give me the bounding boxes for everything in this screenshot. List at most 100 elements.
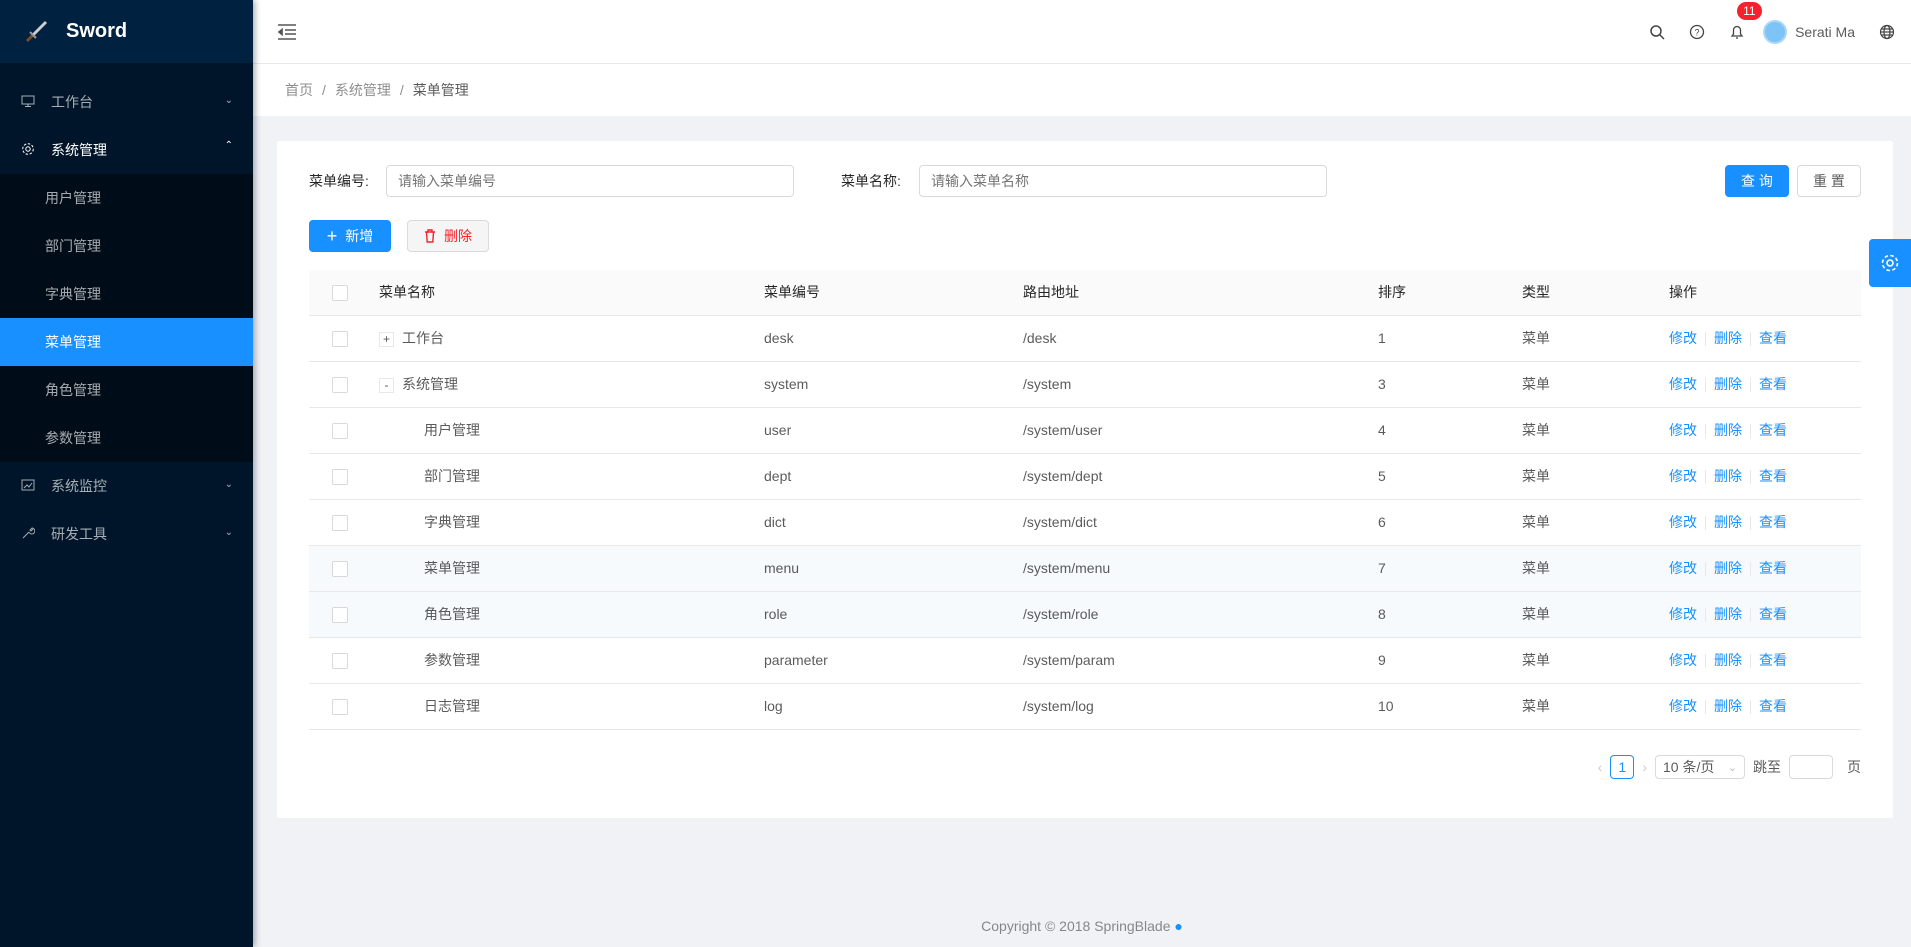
system-submenu: 用户管理 部门管理 字典管理 菜单管理 角色管理 参数管理	[0, 174, 253, 462]
top-header: ? 11 Serati Ma	[253, 0, 1911, 63]
sidebar-item-roles[interactable]: 角色管理	[45, 382, 101, 398]
sidebar-item-workbench[interactable]: 工作台 ⌄	[0, 78, 253, 126]
prev-page-icon[interactable]: ‹	[1597, 759, 1603, 775]
menu-name-input[interactable]	[919, 165, 1327, 197]
divider	[1750, 516, 1751, 531]
col-route[interactable]: 路由地址	[1023, 270, 1378, 316]
edit-link[interactable]: 修改	[1669, 422, 1697, 438]
row-checkbox[interactable]	[332, 652, 348, 669]
bell-icon[interactable]: 11	[1717, 1, 1762, 40]
view-link[interactable]: 查看	[1759, 422, 1787, 438]
menu-name: 角色管理	[424, 606, 480, 622]
row-checkbox[interactable]	[332, 560, 348, 577]
col-sort[interactable]: 排序	[1378, 270, 1522, 316]
edit-link[interactable]: 修改	[1669, 514, 1697, 530]
sidebar-item-parameters[interactable]: 参数管理	[45, 430, 101, 446]
sidebar-item-departments[interactable]: 部门管理	[45, 238, 101, 254]
copyright-owner: 2018 SpringBlade	[1059, 918, 1171, 934]
view-link[interactable]: 查看	[1759, 606, 1787, 622]
sidebar-item-monitor[interactable]: 系统监控 ⌄	[0, 462, 253, 510]
chevron-up-icon: ⌃	[224, 140, 233, 151]
col-menu-code[interactable]: 菜单编号	[764, 270, 1023, 316]
menu-type: 菜单	[1522, 361, 1669, 408]
delete-button[interactable]: 删除	[407, 220, 489, 252]
reset-button[interactable]: 重 置	[1797, 165, 1861, 197]
view-link[interactable]: 查看	[1759, 652, 1787, 668]
sidebar-item-system[interactable]: 系统管理 ⌃	[0, 126, 253, 174]
chevron-down-icon: ⌄	[224, 95, 233, 106]
page-1[interactable]: 1	[1610, 755, 1635, 779]
menu-type: 菜单	[1522, 315, 1669, 362]
user-menu[interactable]: Serati Ma	[1763, 19, 1855, 44]
view-link[interactable]: 查看	[1759, 376, 1787, 392]
col-type[interactable]: 类型	[1522, 270, 1669, 316]
view-link[interactable]: 查看	[1759, 468, 1787, 484]
jump-input[interactable]	[1789, 755, 1833, 779]
sword-icon	[25, 20, 48, 42]
edit-link[interactable]: 修改	[1669, 560, 1697, 576]
edit-link[interactable]: 修改	[1669, 468, 1697, 484]
delete-link[interactable]: 删除	[1714, 422, 1742, 438]
sidebar-item-menus[interactable]: 菜单管理	[0, 318, 253, 366]
row-checkbox[interactable]	[332, 330, 348, 347]
breadcrumb-system[interactable]: 系统管理	[334, 82, 391, 98]
trash-icon	[424, 229, 436, 243]
table-row: 菜单管理 menu /system/menu 7 菜单 修改 删除 查看	[309, 545, 1861, 592]
sidebar-item-users[interactable]: 用户管理	[45, 190, 101, 206]
edit-link[interactable]: 修改	[1669, 376, 1697, 392]
edit-link[interactable]: 修改	[1669, 330, 1697, 346]
table-row: 字典管理 dict /system/dict 6 菜单 修改 删除 查看	[309, 499, 1861, 546]
row-checkbox[interactable]	[332, 698, 348, 715]
delete-link[interactable]: 删除	[1714, 330, 1742, 346]
menu-code-input[interactable]	[386, 165, 794, 197]
sidebar-item-dictionary[interactable]: 字典管理	[45, 286, 101, 302]
delete-link[interactable]: 删除	[1714, 376, 1742, 392]
divider	[1705, 516, 1706, 531]
row-checkbox[interactable]	[332, 468, 348, 485]
delete-link[interactable]: 删除	[1714, 468, 1742, 484]
row-checkbox[interactable]	[332, 376, 348, 393]
delete-link[interactable]: 删除	[1714, 606, 1742, 622]
route-path: /system/user	[1023, 407, 1378, 454]
col-menu-name[interactable]: 菜单名称	[379, 270, 764, 316]
help-icon[interactable]: ?	[1677, 24, 1717, 40]
settings-drawer-button[interactable]	[1869, 239, 1911, 287]
footer: Copyright © 2018 SpringBlade ●	[253, 918, 1911, 934]
globe-icon[interactable]	[1867, 24, 1907, 40]
select-all-checkbox[interactable]	[332, 284, 348, 301]
delete-link[interactable]: 删除	[1714, 514, 1742, 530]
delete-link[interactable]: 删除	[1714, 652, 1742, 668]
search-icon[interactable]	[1637, 24, 1677, 40]
expand-toggle[interactable]: -	[379, 377, 394, 393]
logo[interactable]: Sword	[0, 0, 253, 63]
edit-link[interactable]: 修改	[1669, 698, 1697, 714]
view-link[interactable]: 查看	[1759, 560, 1787, 576]
sidebar-item-devtools[interactable]: 研发工具 ⌄	[0, 510, 253, 558]
delete-link[interactable]: 删除	[1714, 560, 1742, 576]
page-size-select[interactable]: 10 条/页 ⌄	[1655, 755, 1745, 779]
menu-name: 工作台	[402, 330, 444, 346]
divider	[1750, 700, 1751, 715]
edit-link[interactable]: 修改	[1669, 652, 1697, 668]
table-row: - 系统管理 system /system 3 菜单 修改 删除 查看	[309, 361, 1861, 408]
breadcrumb-home[interactable]: 首页	[285, 82, 313, 98]
row-checkbox[interactable]	[332, 514, 348, 531]
row-checkbox[interactable]	[332, 422, 348, 439]
query-button[interactable]: 查 询	[1725, 165, 1789, 197]
route-path: /system/menu	[1023, 545, 1378, 592]
delete-link[interactable]: 删除	[1714, 698, 1742, 714]
row-checkbox[interactable]	[332, 606, 348, 623]
github-icon[interactable]: ●	[1174, 918, 1183, 934]
view-link[interactable]: 查看	[1759, 330, 1787, 346]
next-page-icon[interactable]: ›	[1642, 759, 1647, 775]
edit-link[interactable]: 修改	[1669, 606, 1697, 622]
add-button[interactable]: + 新增	[309, 220, 391, 252]
menu-fold-icon[interactable]	[277, 23, 297, 40]
sidebar-item-label: 系统监控	[51, 478, 107, 494]
view-link[interactable]: 查看	[1759, 698, 1787, 714]
expand-toggle[interactable]: +	[379, 331, 394, 347]
divider	[1750, 332, 1751, 347]
tool-icon	[21, 526, 37, 542]
menu-name: 用户管理	[424, 422, 480, 438]
view-link[interactable]: 查看	[1759, 514, 1787, 530]
